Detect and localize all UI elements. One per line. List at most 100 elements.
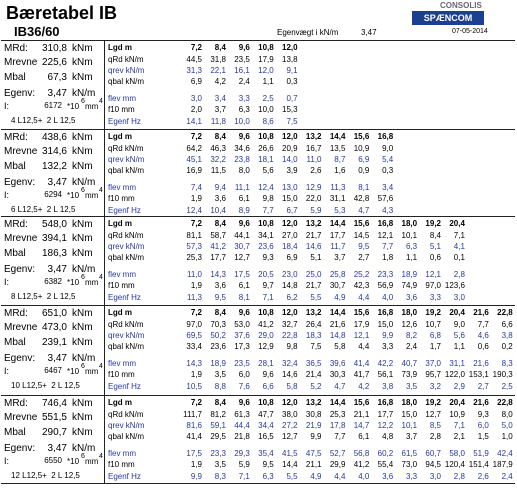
logo-top: CONSOLIS: [440, 1, 482, 10]
row-label: Lgd m: [108, 43, 132, 52]
cell: 13,2: [305, 308, 322, 317]
row-label: Egenf Hz: [108, 117, 141, 126]
info-unit: kNm: [72, 43, 93, 54]
weight-label: Egenvægt i kN/m: [277, 28, 339, 37]
cell: 74,9: [401, 281, 418, 290]
inertia-unit2: mm: [85, 102, 99, 111]
info-label: Mrevne: [4, 57, 38, 68]
cell: 0,9: [358, 166, 370, 175]
cell: 12,1: [353, 331, 370, 340]
cell: 2,8: [453, 270, 465, 279]
cell: 18,3: [305, 331, 322, 340]
cell: 69,5: [186, 331, 202, 340]
cell: 15,0: [282, 194, 298, 203]
info-label: Mbal: [4, 161, 26, 172]
cell: 41,2: [210, 242, 226, 251]
info-label: Egenv:: [4, 264, 36, 275]
cell: 12,1: [425, 270, 441, 279]
reinforcement: 4 L12,5+ 2 L 12,5: [11, 116, 76, 125]
cell: 6,9: [286, 253, 298, 262]
info-unit: kNm: [72, 219, 93, 230]
inertia-value: 6550: [44, 456, 62, 465]
cell: 6,1: [238, 194, 250, 203]
info-label: Mbal: [4, 427, 26, 438]
cell: 97,0: [425, 281, 441, 290]
cell: 60,2: [377, 449, 394, 458]
row-label: qrev kN/m: [108, 155, 145, 164]
row-label: qbal kN/m: [108, 77, 145, 86]
cell: 6,9: [190, 77, 202, 86]
cell: 25,3: [329, 410, 346, 419]
inertia-exp: 6: [81, 363, 85, 370]
cell: 46,3: [210, 144, 226, 153]
info-unit: kNm: [72, 398, 93, 409]
cell: 64,2: [186, 144, 202, 153]
inertia-label: I:: [4, 366, 10, 376]
cell: 10,0: [258, 105, 274, 114]
row-label: qRd kN/m: [108, 320, 144, 329]
divider: [104, 396, 105, 484]
cell: 32,2: [210, 155, 226, 164]
cell: 26,4: [305, 320, 322, 329]
cell: 7,2: [190, 219, 202, 228]
cell: 29,5: [210, 432, 226, 441]
cell: 4,4: [358, 342, 370, 351]
cell: 0,2: [501, 342, 513, 351]
cell: 8,0: [238, 166, 250, 175]
row-label: Lgd m: [108, 219, 132, 228]
cell: 15,6: [353, 219, 370, 228]
cell: 10,1: [401, 231, 418, 240]
cell: 8,4: [429, 231, 441, 240]
cell: 47,5: [305, 449, 322, 458]
info-label: Mrevne: [4, 412, 38, 423]
cell: 14,0: [282, 155, 298, 164]
inertia-unit: *10: [67, 367, 80, 376]
cell: 14,4: [329, 308, 346, 317]
cell: 36,5: [305, 359, 322, 368]
cell: 11,0: [187, 270, 202, 279]
cell: 9,8: [286, 342, 298, 351]
section: MRd: 310,8 kNm Mrevne 225,6 kNm Mbal 67,3 kNm Ege…: [1, 40, 515, 130]
cell: 37,6: [234, 331, 250, 340]
cell: 9,3: [477, 410, 489, 419]
cell: 38,0: [282, 410, 298, 419]
cell: 0,6: [477, 342, 489, 351]
cell: 17,5: [234, 270, 250, 279]
cell: 16,8: [377, 132, 394, 141]
row-label: qRd kN/m: [108, 410, 144, 419]
cell: 0,7: [286, 94, 298, 103]
cell: 22,0: [305, 194, 322, 203]
cell: 15,0: [377, 320, 394, 329]
cell: 151,4: [468, 460, 489, 469]
cell: 41,4: [186, 432, 202, 441]
divider: [104, 130, 105, 217]
cell: 10,8: [258, 132, 274, 141]
divider: [104, 217, 105, 306]
inertia-unit: *10: [67, 102, 80, 111]
info-value: 438,6: [41, 132, 67, 143]
cell: 5,9: [310, 206, 322, 215]
row-label: flev mm: [108, 94, 136, 103]
date: 07-05-2014: [452, 28, 488, 35]
cell: 9,0: [453, 320, 465, 329]
cell: 1,9: [190, 370, 202, 379]
row-label: flev mm: [108, 449, 136, 458]
cell: 12,9: [305, 183, 322, 192]
cell: 2,4: [501, 472, 513, 481]
cell: 11,0: [306, 155, 322, 164]
cell: 10,5: [186, 382, 202, 391]
cell: 3,3: [382, 342, 394, 351]
cell: 18,0: [401, 308, 418, 317]
cell: 7,2: [190, 43, 202, 52]
cell: 25,0: [305, 270, 322, 279]
inertia-exp2: 4: [99, 274, 103, 281]
cell: 153,1: [468, 370, 489, 379]
info-unit: kNm: [72, 233, 93, 244]
cell: 3,6: [405, 293, 418, 302]
cell: 6,1: [358, 432, 370, 441]
cell: 17,3: [234, 342, 250, 351]
cell: 33,4: [186, 342, 202, 351]
info-value: 651,0: [41, 308, 67, 319]
cell: 4,9: [310, 472, 322, 481]
section: MRd: 746,4 kNm Mrevne 551,5 kNm Mbal 290,7 kNm Eg…: [1, 395, 515, 484]
